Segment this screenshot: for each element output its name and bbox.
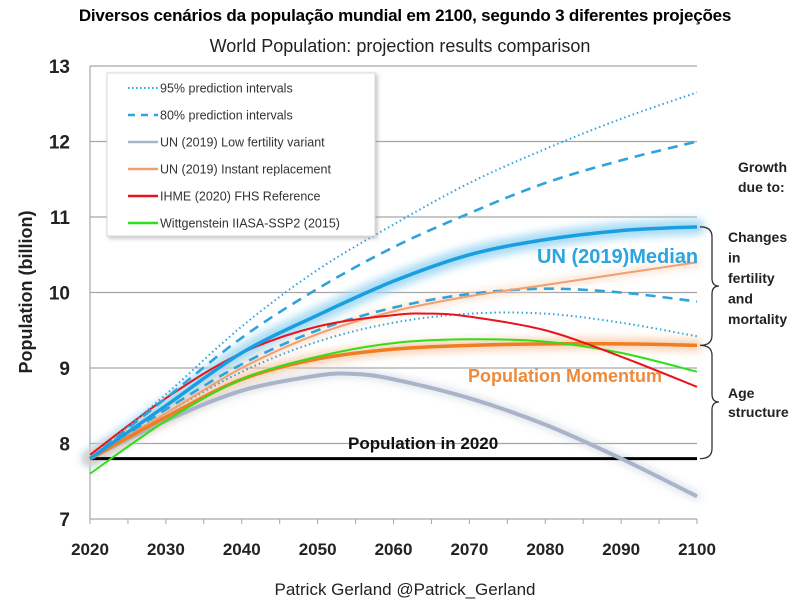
y-tick-label: 9 [59, 359, 70, 380]
right-annotations: Growth due to: Changes in fertility and mortal… [699, 159, 789, 460]
legend-label: 95% prediction intervals [160, 82, 293, 96]
legend-label: 80% prediction intervals [160, 109, 293, 123]
x-tick-label: 2020 [71, 540, 109, 559]
series-line-wittgenstein [89, 338, 698, 475]
x-tick-label: 2060 [375, 540, 413, 559]
y-tick-label: 13 [49, 57, 70, 78]
series-glow-un_instant [86, 258, 701, 463]
series-layer [82, 91, 705, 501]
y-tick-label: 12 [49, 133, 70, 154]
chart-title: World Population: projection results com… [209, 36, 591, 56]
legend-label: Wittgenstein IIASA-SSP2 (2015) [160, 217, 340, 231]
series-line-pi95_lower [89, 311, 698, 460]
x-tick-label: 2050 [299, 540, 337, 559]
un-median-label: UN (2019)Median [537, 246, 698, 268]
y-tick-label: 8 [59, 435, 70, 456]
age-structure-text: Age [728, 385, 755, 401]
fertility-mortality-text: and [728, 291, 753, 307]
y-tick-label: 10 [49, 284, 70, 305]
series-line-un_instant [89, 261, 698, 460]
fertility-mortality-text: fertility [728, 270, 775, 286]
series-line-un_low [89, 371, 698, 499]
fertility-mortality-text: mortality [728, 311, 787, 327]
population-momentum-label: Population Momentum [468, 366, 662, 386]
x-tick-label: 2070 [450, 540, 488, 559]
population-2020-label: Population in 2020 [348, 434, 498, 453]
x-tick-label: 2090 [602, 540, 640, 559]
legend [106, 72, 376, 237]
series-line-pi95_upper [89, 91, 698, 460]
series-line-ihme [89, 312, 698, 456]
growth-heading-text: due to: [738, 179, 785, 195]
fertility-mortality-text: Changes [728, 229, 787, 245]
author-credit: Patrick Gerland @Patrick_Gerland [274, 580, 536, 599]
page-top-title: Diversos cenários da população mundial e… [78, 6, 732, 25]
legend-items: 95% prediction intervals 80% prediction i… [128, 82, 340, 231]
series-line-pi80_lower [89, 287, 698, 460]
series-line-un_median [88, 225, 698, 461]
bracket-fertility-mortality [699, 226, 720, 346]
axes [89, 66, 698, 524]
legend-label: UN (2019) Low fertility variant [160, 136, 325, 150]
age-structure-text: structure [728, 404, 789, 420]
x-tick-label: 2100 [678, 540, 716, 559]
legend-label: UN (2019) Instant replacement [160, 163, 331, 177]
y-tick-label: 11 [50, 208, 71, 229]
y-axis-label: Population (billion) [16, 211, 36, 374]
series-line-momentum [89, 341, 698, 461]
y-tick-label: 7 [59, 510, 70, 531]
growth-heading-text: Growth [738, 159, 787, 175]
series-line-pi80_upper [89, 140, 698, 460]
x-tick-label: 2040 [223, 540, 261, 559]
tick-labels: 7 8 9 10 11 12 13 2020 2030 2040 2050 2060 2070 2080 2… [49, 57, 716, 559]
x-tick-label: 2030 [147, 540, 185, 559]
legend-label: IHME (2020) FHS Reference [160, 190, 321, 204]
x-tick-label: 2080 [526, 540, 564, 559]
fertility-mortality-text: in [728, 250, 740, 266]
bracket-age-structure [699, 344, 720, 460]
